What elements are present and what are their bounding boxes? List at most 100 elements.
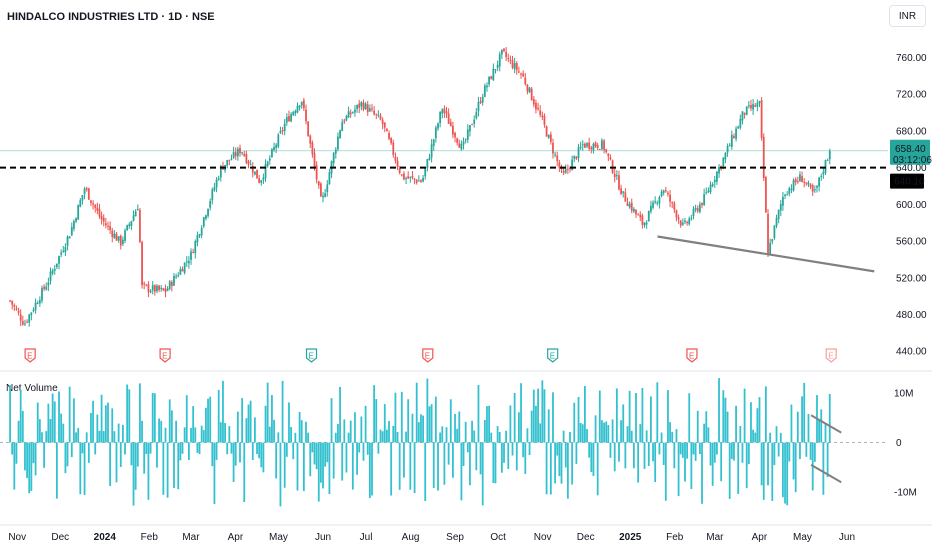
candle [496,60,499,72]
candle [198,233,201,238]
candle [481,93,484,106]
net-volume-bar [413,442,416,494]
volume-wedge-line[interactable] [810,464,842,484]
net-volume-bar [77,427,80,443]
candle-body [460,144,463,150]
net-volume-bar [32,442,35,464]
candle [175,273,178,280]
candle [564,164,567,174]
net-volume-bar [696,410,699,443]
candle-body [34,302,37,311]
earnings-icon[interactable]: E [686,348,698,363]
candle [194,239,197,259]
net-volume-bar [232,442,235,482]
candle [775,214,778,229]
candle-body [428,157,431,160]
net-volume-bar [145,442,148,455]
candle-body [190,251,192,260]
candle-body [403,173,405,180]
candle [234,147,237,160]
net-volume-bar [428,406,431,443]
net-volume-bar [192,406,195,443]
candle-body [545,126,548,137]
volume-panel-title: Net Volume [6,383,58,394]
candle-body [462,141,465,145]
earnings-icon[interactable]: E [24,348,36,363]
net-volume-bar [756,408,759,443]
net-volume-bar [641,387,644,443]
candle-body [164,288,167,293]
net-volume-bar [509,405,512,443]
candle [694,204,697,213]
candle [588,137,591,152]
price-axis[interactable]: 760.00 720.00 680.00 640.00 600.00 560.00 520.… [890,53,932,358]
candle-body [449,122,452,127]
net-volume-bar [733,442,735,461]
candle-body [799,174,801,182]
candle-body [603,140,605,150]
net-volume-bar [669,422,671,443]
candle-body [505,51,508,58]
candle-body [737,126,740,129]
candle [822,166,825,179]
candle [656,200,659,206]
candle [47,277,50,291]
price-pane[interactable] [0,46,888,327]
candle-body [196,235,199,243]
candle [315,161,318,184]
net-volume-bar [703,423,706,443]
earnings-icon[interactable]: E [159,348,171,363]
net-volume-pane[interactable]: 10M 0 -10M [0,378,917,507]
candle [185,256,188,267]
net-volume-bar [618,442,620,462]
candle-body [381,119,384,125]
candle [669,190,671,208]
net-volume-bar [624,442,627,469]
candle-body [245,153,248,163]
candle-body [483,85,486,97]
price-tick-label: 600.00 [896,200,927,211]
candle-body [771,239,774,242]
earnings-icon[interactable]: E [305,348,318,363]
net-volume-bar [430,404,433,443]
net-volume-bar [147,442,150,500]
candle-body [73,220,75,229]
net-volume-bar [181,442,184,454]
net-volume-bar [196,442,199,453]
earnings-icon[interactable]: E [547,348,559,363]
candle [741,111,744,125]
time-axis[interactable]: Nov Dec 2024 Feb Mar Apr May Jun Jul Aug Sep Oct Nov… [0,524,932,543]
earnings-badge-shape [825,348,837,363]
net-volume-bar [383,404,386,443]
candle [681,218,684,226]
net-volume-bar [718,378,720,443]
candle-body [113,233,116,239]
currency-button[interactable]: INR [889,5,926,27]
candle-body [11,300,14,305]
earnings-badge-shape [24,348,36,363]
candle [782,191,784,211]
net-volume-bar [507,442,510,469]
net-volume-bar [645,430,648,443]
volume-wedge-line[interactable] [810,414,842,434]
candle-body [262,177,265,181]
candle [452,121,454,139]
net-volume-bar [584,386,586,443]
support-trendline[interactable] [657,235,875,273]
candle-body [177,275,180,277]
net-volume-bar [490,432,493,443]
time-tick-label: Mar [706,532,724,543]
net-volume-bar [647,442,650,467]
candle-body [532,98,535,105]
candle-body [479,101,482,103]
candle-body [552,142,554,154]
candle [70,222,73,237]
candle [113,230,116,239]
earnings-icon[interactable]: E [422,348,434,363]
net-volume-bar [398,442,401,490]
candle [552,138,554,159]
candle [115,231,118,241]
earnings-icon[interactable]: E [825,348,837,363]
net-volume-bar [102,431,105,443]
